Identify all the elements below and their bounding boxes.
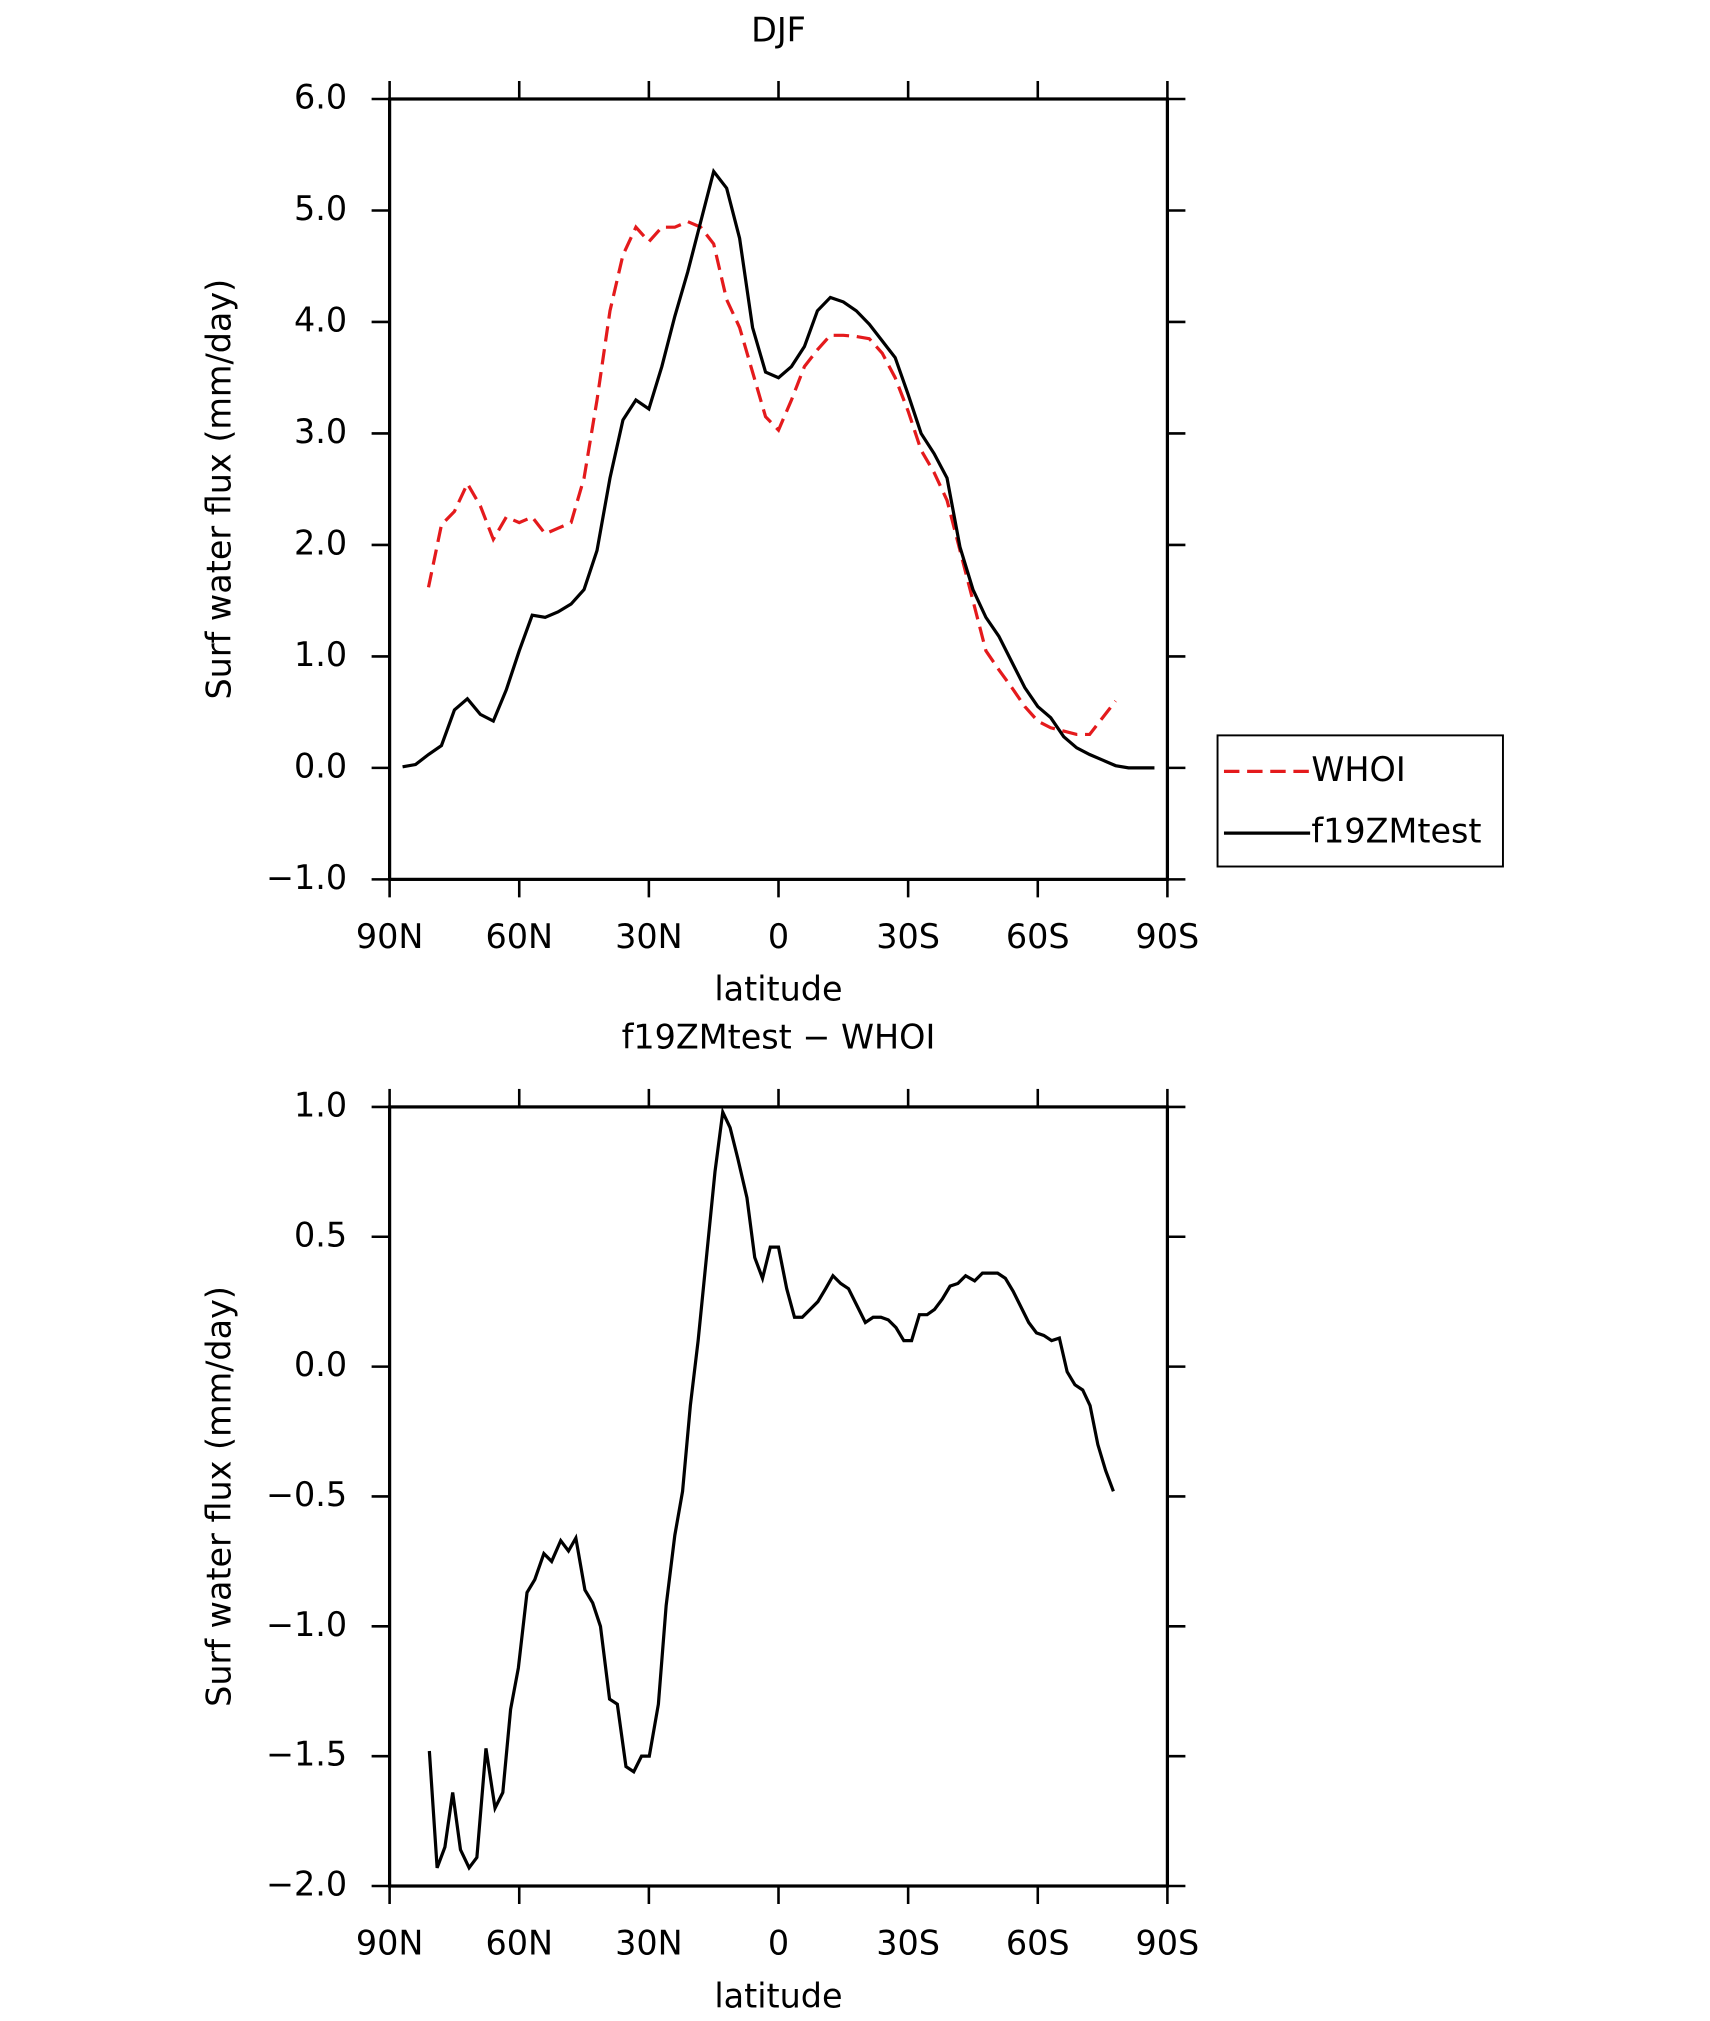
plot-frame (387, 97, 1170, 881)
data-line (426, 219, 1117, 737)
x-tick-label: 30S (876, 1924, 940, 1963)
x-tick-label: 60S (1006, 1924, 1070, 1963)
x-tick-label: 90N (356, 917, 424, 956)
x-tick-label: 90S (1136, 917, 1200, 956)
x-tick-label: 60N (485, 1924, 553, 1963)
x-tick-label: 60N (485, 917, 553, 956)
y-tick-label: −0.5 (266, 1475, 347, 1514)
x-axis-label: latitude (714, 970, 842, 1009)
y-tick-label: −1.0 (266, 858, 347, 897)
y-axis-label: Surf water flux (mm/day) (200, 279, 239, 700)
legend-label: WHOI (1311, 750, 1405, 789)
y-tick-label: 0.0 (294, 746, 347, 785)
x-tick-label: 90N (356, 1924, 424, 1963)
x-tick-label: 30N (615, 917, 683, 956)
plot-frame (387, 1105, 1170, 1888)
data-line (402, 167, 1155, 770)
x-axis-label: latitude (714, 1976, 842, 2015)
x-tick-label: 0 (768, 917, 789, 956)
y-tick-label: 2.0 (294, 523, 347, 562)
y-tick-label: 1.0 (294, 1085, 347, 1124)
y-tick-label: −1.5 (266, 1735, 347, 1774)
x-tick-label: 60S (1006, 917, 1070, 956)
y-tick-label: −2.0 (266, 1865, 347, 1904)
x-tick-label: 30S (876, 917, 940, 956)
y-tick-label: 4.0 (294, 300, 347, 339)
chart-title: f19ZMtest − WHOI (622, 1017, 936, 1056)
y-tick-label: 0.0 (294, 1345, 347, 1384)
legend-box (1216, 734, 1504, 868)
y-tick-label: 0.5 (294, 1215, 347, 1254)
y-tick-label: 1.0 (294, 635, 347, 674)
y-tick-label: 6.0 (294, 77, 347, 116)
y-axis-label: Surf water flux (mm/day) (200, 1286, 239, 1707)
y-tick-label: 3.0 (294, 412, 347, 451)
y-tick-label: 5.0 (294, 189, 347, 228)
x-tick-label: 30N (615, 1924, 683, 1963)
chart-title: DJF (751, 11, 806, 50)
x-tick-label: 90S (1136, 1924, 1200, 1963)
data-line (427, 1106, 1115, 1871)
x-tick-label: 0 (768, 1924, 789, 1963)
y-tick-label: −1.0 (266, 1605, 347, 1644)
legend-label: f19ZMtest (1311, 812, 1481, 851)
